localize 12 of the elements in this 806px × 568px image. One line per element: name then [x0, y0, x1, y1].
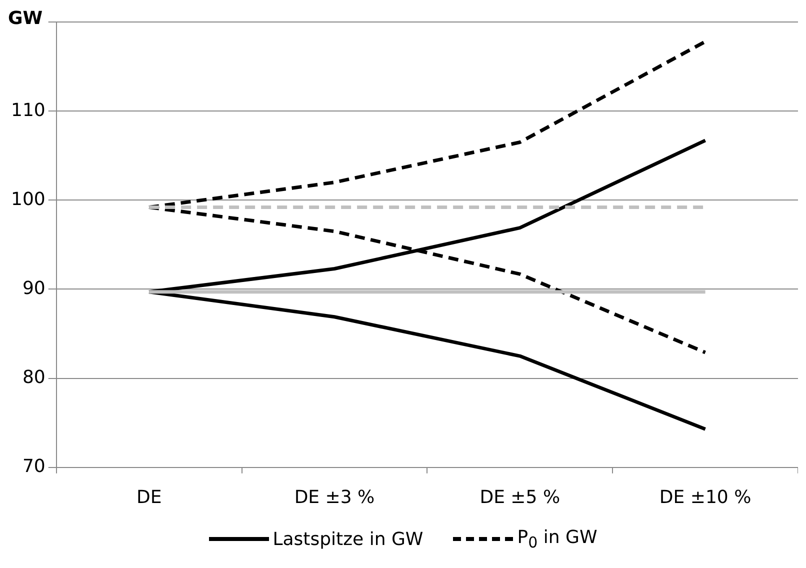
y-tick-label: 80 [22, 366, 46, 388]
legend-label: Lastspitze in GW [272, 528, 424, 550]
x-tick-label: DE ±5 % [480, 486, 560, 508]
legend-label: P$_{0}$ in GW [517, 527, 598, 552]
y-axis-title: GW [8, 8, 43, 29]
y-tick-label: 100 [10, 188, 46, 210]
y-tick-label: 90 [22, 278, 46, 299]
x-tick-label: DE ±3 % [294, 486, 375, 508]
y-tick-label: 70 [22, 456, 46, 478]
x-tick-label: DE ±10 % [659, 486, 752, 508]
y-tick-label: 110 [10, 100, 46, 121]
x-tick-label: DE [136, 486, 162, 508]
